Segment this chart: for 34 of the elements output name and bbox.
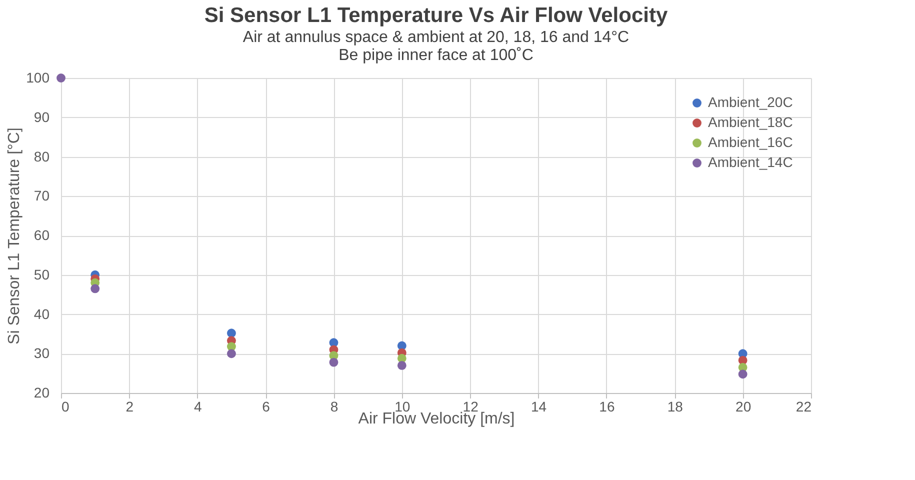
x-tick-label: 0 xyxy=(62,398,70,414)
y-axis-title: Si Sensor L1 Temperature [°C] xyxy=(6,128,24,344)
x-tick-label: 18 xyxy=(667,398,684,414)
y-tick-label: 20 xyxy=(34,384,50,400)
point xyxy=(90,284,100,294)
y-tick-label: 50 xyxy=(34,266,50,282)
y-tick-label: 90 xyxy=(34,108,50,125)
x-tick-label: 4 xyxy=(194,398,202,414)
y-tick-label: 100 xyxy=(26,70,50,86)
y-tick-label: 60 xyxy=(34,227,50,243)
point xyxy=(226,349,236,358)
text: Be pipe inner face at 100˚C xyxy=(338,47,534,64)
x-tick-label: 8 xyxy=(330,398,338,414)
x-tick-label: 6 xyxy=(262,398,270,414)
point xyxy=(329,358,338,367)
y-tick-label: 70 xyxy=(34,188,50,204)
legend-label: Ambient_14C xyxy=(708,154,793,170)
x-tick-label: 2 xyxy=(126,398,134,414)
point xyxy=(738,370,748,379)
legend-label: Ambient_20C xyxy=(708,94,793,110)
point xyxy=(56,74,66,82)
x-tick-label: 22 xyxy=(796,398,812,414)
y-tick-label: 80 xyxy=(34,148,50,164)
legend-label: Ambient_18C xyxy=(708,114,793,130)
x-tick-label: 20 xyxy=(736,398,752,414)
point xyxy=(226,328,236,338)
y-tick-label: 30 xyxy=(34,345,50,362)
point xyxy=(397,360,406,370)
y-tick-label: 40 xyxy=(34,306,50,322)
x-tick-label: 14 xyxy=(530,398,547,414)
legend-label: Ambient_16C xyxy=(708,134,793,150)
x-tick-label: 16 xyxy=(599,398,615,414)
chart-subtitle: Air at annulus space & ambient at 20, 18, 16 and 14°C xyxy=(242,29,630,46)
chart-title: Si Sensor L1 Temperature Vs Air Flow Velocity xyxy=(204,4,668,27)
